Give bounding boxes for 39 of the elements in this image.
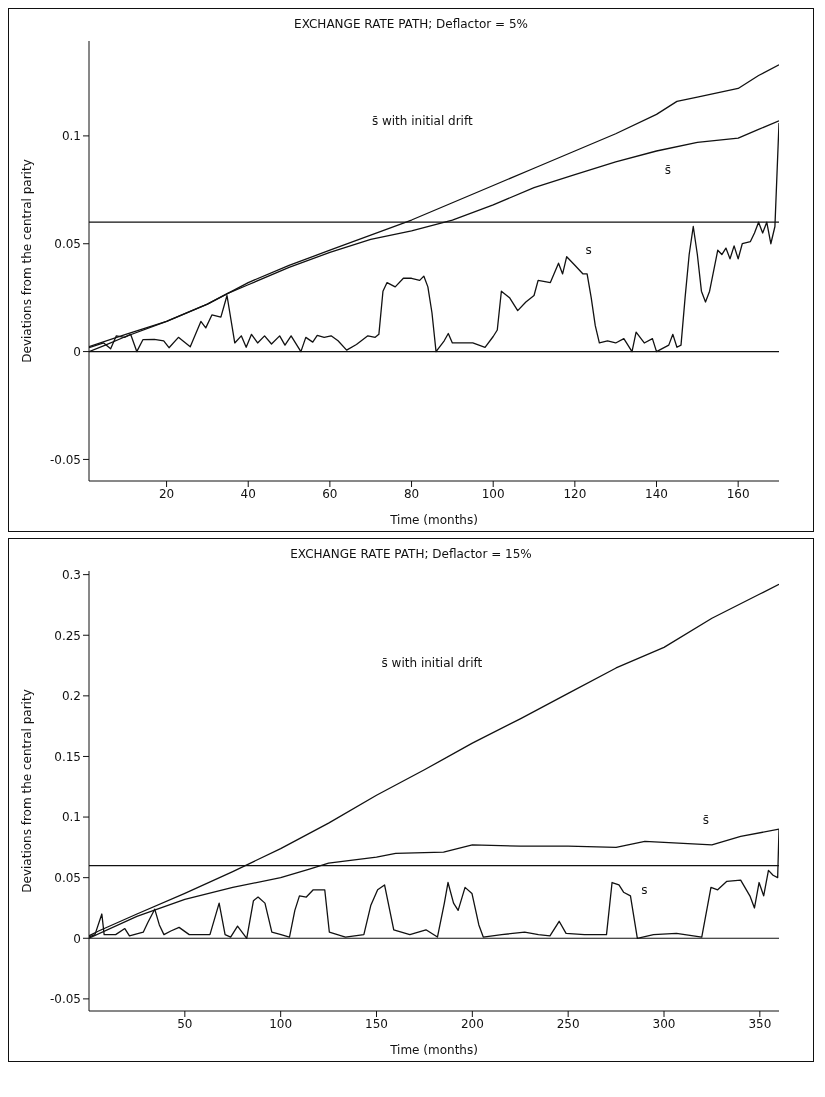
chart-title: EXCHANGE RATE PATH; Deflactor = 15%	[289, 546, 533, 561]
x-tick-label: 350	[748, 1016, 772, 1031]
y-tick-label: 0	[73, 931, 81, 946]
y-axis-title: Deviations from the central parity	[20, 689, 35, 893]
y-tick-label: 0.1	[61, 810, 81, 825]
x-axis-title: Time (months)	[389, 513, 478, 527]
y-tick-label: 0.25	[54, 628, 81, 643]
series-label: s̄	[664, 163, 672, 178]
x-tick-label: 120	[563, 486, 587, 501]
chart-title: EXCHANGE RATE PATH; Deflactor = 5%	[293, 16, 529, 31]
x-tick-label: 100	[269, 1016, 293, 1031]
x-tick-label: 50	[177, 1016, 193, 1031]
x-tick-label: 40	[240, 486, 256, 501]
y-tick-label: 0.2	[61, 689, 81, 704]
series-label: s	[585, 243, 592, 257]
y-tick-label: 0.15	[54, 749, 81, 764]
series-label: s	[641, 883, 648, 897]
y-tick-label: 0.3	[61, 567, 81, 582]
x-tick-label: 20	[158, 486, 175, 501]
annotation: s̄ with initial drift	[371, 113, 473, 128]
x-tick-label: 250	[556, 1016, 580, 1031]
y-axis-title: Deviations from the central parity	[20, 159, 35, 363]
x-tick-label: 60	[322, 486, 338, 501]
x-tick-label: 100	[481, 486, 505, 501]
x-tick-label: 150	[365, 1016, 388, 1031]
y-tick-label: 0	[73, 344, 81, 359]
y-tick-label: 0.05	[54, 237, 81, 252]
y-tick-label: -0.05	[49, 452, 81, 467]
x-tick-label: 200	[460, 1016, 484, 1031]
x-tick-label: 140	[645, 486, 668, 501]
x-tick-label: 80	[403, 486, 420, 501]
y-tick-label: -0.05	[49, 992, 81, 1007]
annotation: s̄ with initial drift	[381, 655, 483, 670]
series-label: s̄	[702, 813, 709, 828]
x-tick-label: 300	[652, 1016, 676, 1031]
y-tick-label: 0.1	[61, 129, 81, 144]
y-tick-label: 0.05	[54, 870, 81, 885]
x-axis-title: Time (months)	[389, 1043, 478, 1057]
x-tick-label: 160	[726, 486, 750, 501]
